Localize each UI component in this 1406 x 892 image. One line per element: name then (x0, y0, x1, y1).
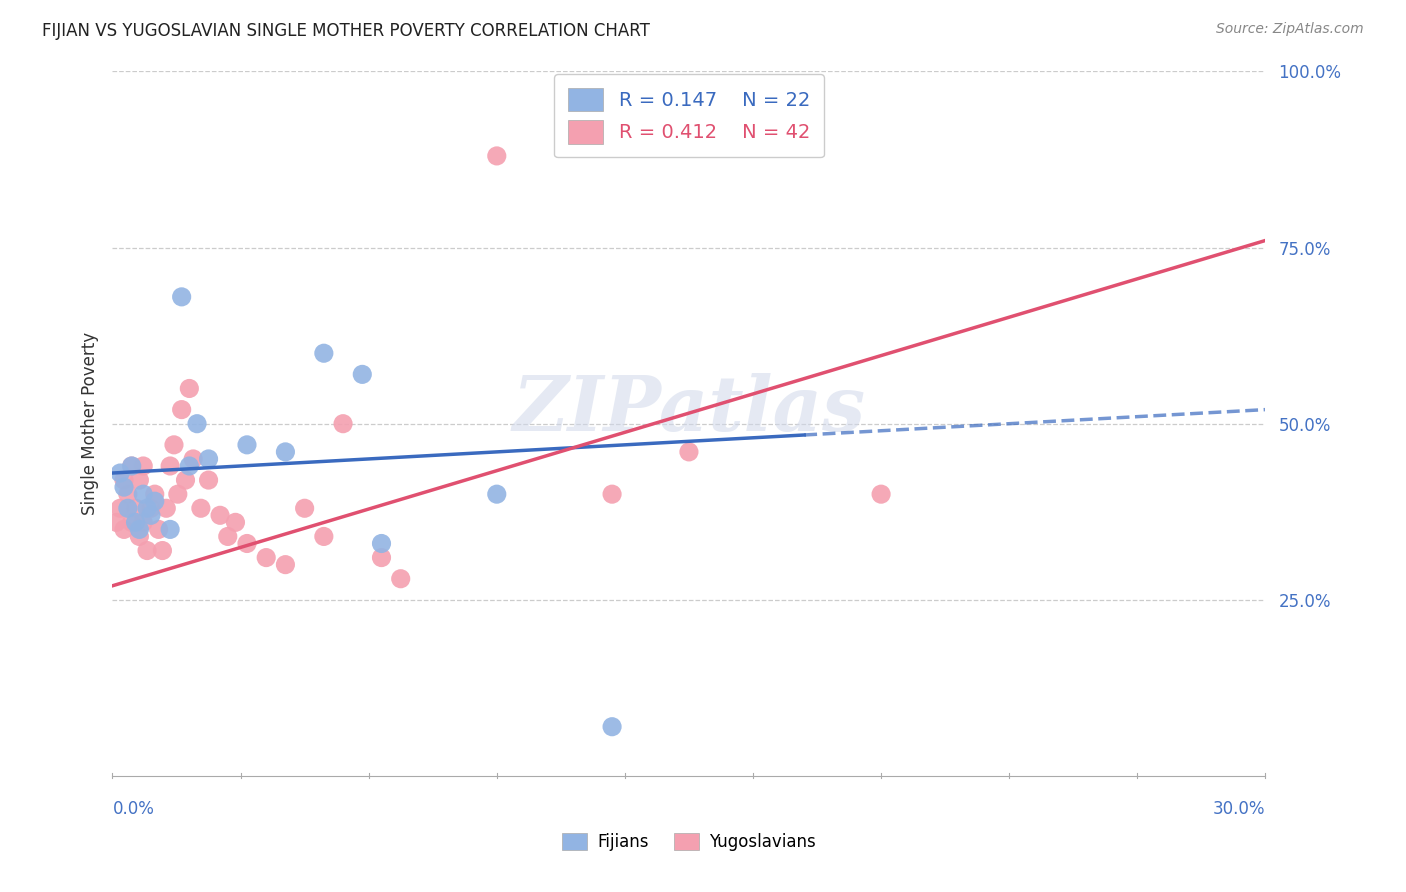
Point (370, 550, 392, 565)
Point (117, 501, 139, 516)
Point (105, 516, 128, 530)
Text: 30.0%: 30.0% (1213, 799, 1265, 817)
Text: FIJIAN VS YUGOSLAVIAN SINGLE MOTHER POVERTY CORRELATION CHART: FIJIAN VS YUGOSLAVIAN SINGLE MOTHER POVE… (42, 22, 650, 40)
Point (139, 508, 162, 523)
Point (190, 501, 212, 516)
Point (128, 529, 150, 543)
Point (136, 501, 159, 516)
Point (224, 516, 246, 530)
Point (870, 487, 893, 501)
Point (352, 368, 374, 382)
Point (236, 438, 259, 452)
Point (197, 451, 219, 466)
Point (197, 473, 219, 487)
Point (139, 501, 162, 516)
Point (294, 501, 316, 516)
Point (485, 487, 508, 501)
Point (174, 473, 197, 487)
Point (389, 572, 412, 586)
Point (112, 523, 135, 537)
Point (143, 487, 166, 501)
Point (159, 458, 181, 473)
Point (112, 480, 135, 494)
Point (136, 543, 159, 558)
Point (124, 501, 146, 516)
Point (274, 558, 297, 572)
Point (600, 720, 623, 734)
Point (152, 543, 174, 558)
Point (179, 458, 201, 473)
Point (112, 473, 135, 487)
Point (143, 494, 166, 508)
Point (117, 487, 139, 501)
Point (217, 529, 239, 543)
Point (132, 458, 155, 473)
Point (312, 529, 335, 543)
Point (170, 290, 193, 304)
Point (108, 501, 131, 516)
Point (332, 417, 354, 431)
Point (155, 501, 177, 516)
Text: ZIPatlas: ZIPatlas (512, 373, 866, 447)
Point (678, 445, 700, 459)
Point (166, 487, 188, 501)
Text: 0.0%: 0.0% (112, 799, 155, 817)
Point (186, 417, 208, 431)
Point (312, 346, 335, 360)
Point (209, 508, 232, 523)
Point (132, 487, 155, 501)
Text: Source: ZipAtlas.com: Source: ZipAtlas.com (1216, 22, 1364, 37)
Point (170, 402, 193, 417)
Legend: Fijians, Yugoslavians: Fijians, Yugoslavians (554, 824, 824, 859)
Point (121, 458, 143, 473)
Point (124, 516, 146, 530)
Point (274, 445, 297, 459)
Point (148, 523, 170, 537)
Point (181, 451, 204, 466)
Y-axis label: Single Mother Poverty: Single Mother Poverty (80, 332, 98, 516)
Point (159, 523, 181, 537)
Point (236, 536, 259, 550)
Point (128, 473, 150, 487)
Point (163, 438, 186, 452)
Point (600, 487, 623, 501)
Point (370, 536, 392, 550)
Point (121, 516, 143, 530)
Point (254, 550, 277, 565)
Point (121, 458, 143, 473)
Point (179, 382, 201, 396)
Point (128, 523, 150, 537)
Point (108, 466, 131, 480)
Point (485, 149, 508, 163)
Point (132, 516, 155, 530)
